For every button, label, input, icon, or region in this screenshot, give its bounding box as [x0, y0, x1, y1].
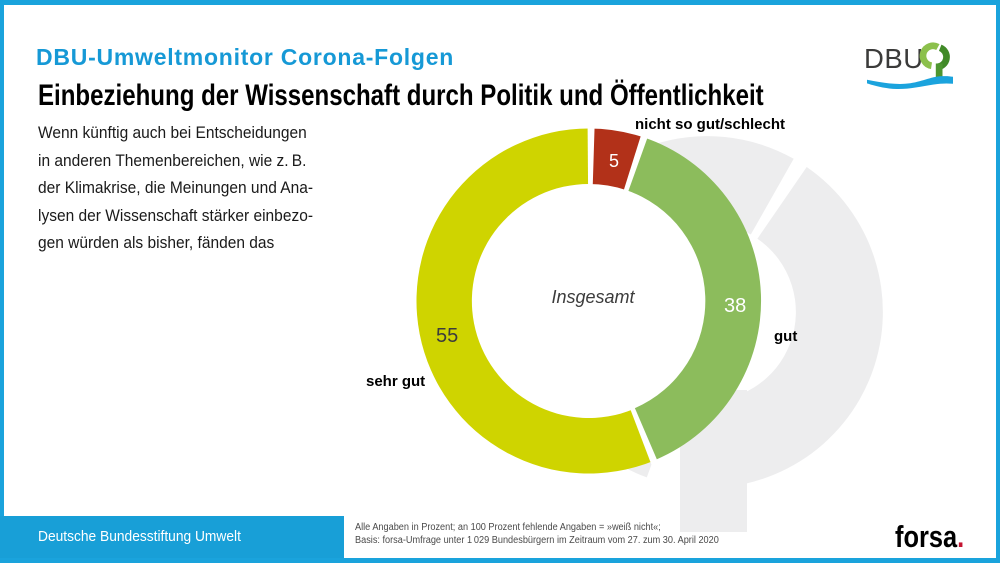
- svg-text:DBU: DBU: [864, 43, 924, 74]
